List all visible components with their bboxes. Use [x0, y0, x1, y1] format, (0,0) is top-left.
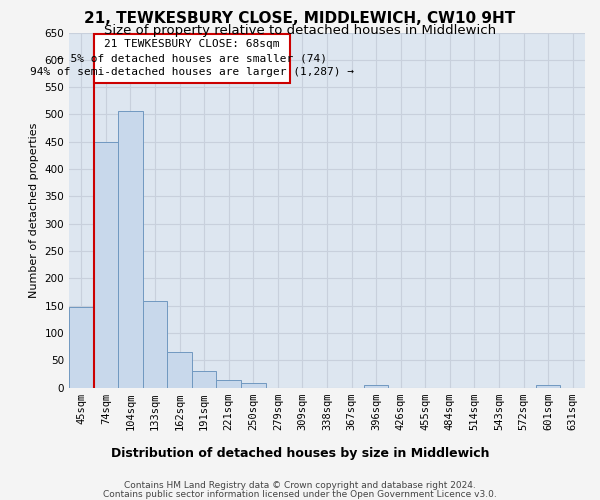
Bar: [143, 301, 167, 388]
Bar: [94, 142, 118, 388]
Text: 21, TEWKESBURY CLOSE, MIDDLEWICH, CW10 9HT: 21, TEWKESBURY CLOSE, MIDDLEWICH, CW10 9…: [85, 11, 515, 26]
Bar: [241, 383, 266, 388]
Text: Contains public sector information licensed under the Open Government Licence v3: Contains public sector information licen…: [103, 490, 497, 499]
Bar: [364, 385, 388, 388]
Text: 21 TEWKESBURY CLOSE: 68sqm: 21 TEWKESBURY CLOSE: 68sqm: [104, 39, 280, 49]
Y-axis label: Number of detached properties: Number of detached properties: [29, 122, 39, 298]
Bar: [167, 352, 192, 388]
Bar: [217, 380, 241, 388]
Text: ← 5% of detached houses are smaller (74): ← 5% of detached houses are smaller (74): [57, 54, 327, 64]
Bar: [118, 110, 143, 388]
Text: 94% of semi-detached houses are larger (1,287) →: 94% of semi-detached houses are larger (…: [30, 68, 354, 78]
FancyBboxPatch shape: [94, 34, 290, 84]
Bar: [69, 306, 94, 388]
Text: Size of property relative to detached houses in Middlewich: Size of property relative to detached ho…: [104, 24, 496, 37]
Text: Distribution of detached houses by size in Middlewich: Distribution of detached houses by size …: [111, 448, 489, 460]
Text: Contains HM Land Registry data © Crown copyright and database right 2024.: Contains HM Land Registry data © Crown c…: [124, 481, 476, 490]
Bar: [192, 371, 217, 388]
Bar: [536, 385, 560, 388]
